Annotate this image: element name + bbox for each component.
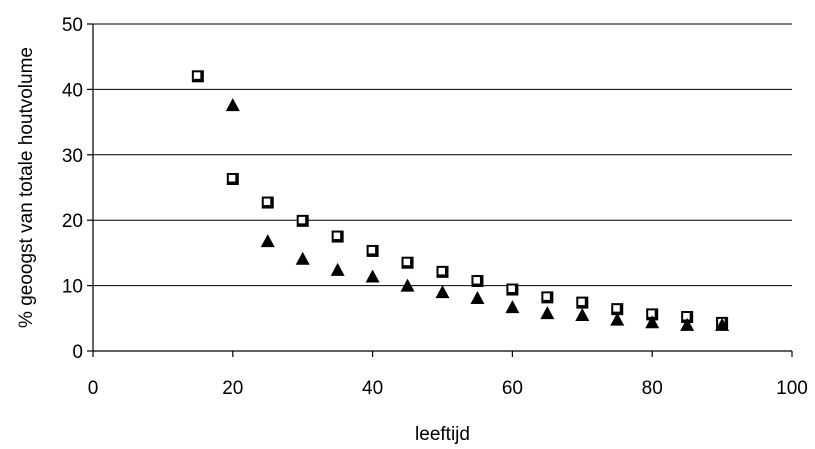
point-triangle-70	[575, 308, 590, 322]
point-square-85	[681, 310, 694, 323]
point-triangle-40	[365, 269, 380, 283]
x-tick-label-40: 40	[362, 378, 383, 399]
x-tick-label-60: 60	[502, 378, 523, 399]
point-triangle-80	[645, 315, 660, 329]
gridlines	[93, 23, 792, 287]
point-triangle-75	[610, 312, 625, 326]
axes	[92, 24, 792, 352]
point-square-50	[436, 265, 449, 278]
x-tick-label-80: 80	[642, 378, 663, 399]
x-tick-label-100: 100	[776, 378, 808, 399]
point-triangle-55	[470, 291, 485, 305]
point-square-30	[296, 214, 309, 227]
point-triangle-90	[715, 317, 730, 331]
point-triangle-20	[225, 98, 240, 112]
y-tick-label-0: 0	[72, 342, 83, 363]
point-triangle-30	[295, 251, 310, 265]
x-tick-label-20: 20	[222, 378, 243, 399]
point-triangle-85	[680, 317, 695, 331]
x-axis-title: leeftijd	[415, 424, 470, 445]
y-tick-label-50: 50	[62, 15, 83, 36]
y-tick-label-10: 10	[62, 277, 83, 298]
point-triangle-35	[330, 262, 345, 276]
y-axis-title: % geoogst van totale houtvolume	[16, 47, 37, 328]
point-square-25	[261, 196, 274, 209]
point-triangle-50	[435, 285, 450, 299]
point-triangle-25	[260, 234, 275, 248]
point-square-35	[331, 230, 344, 243]
point-triangle-65	[540, 306, 555, 320]
point-triangle-45	[400, 278, 415, 292]
tick-labels: 0 10 20 30 40 50 0 20 40 60 80 100	[62, 15, 808, 399]
y-tick-label-40: 40	[62, 80, 83, 101]
tick-marks	[87, 23, 793, 357]
point-square-55	[471, 275, 484, 288]
point-square-15	[191, 70, 204, 83]
point-square-60	[506, 283, 519, 296]
point-square-80	[646, 308, 659, 321]
point-square-20	[226, 172, 239, 185]
data-points	[191, 70, 730, 331]
point-square-45	[401, 256, 414, 269]
point-square-65	[541, 291, 554, 304]
point-square-70	[576, 296, 589, 309]
y-tick-label-30: 30	[62, 146, 83, 167]
point-square-75	[611, 303, 624, 316]
point-square-40	[366, 244, 379, 257]
point-triangle-60	[505, 300, 520, 314]
x-tick-label-0: 0	[88, 378, 99, 399]
y-tick-label-20: 20	[62, 211, 83, 232]
